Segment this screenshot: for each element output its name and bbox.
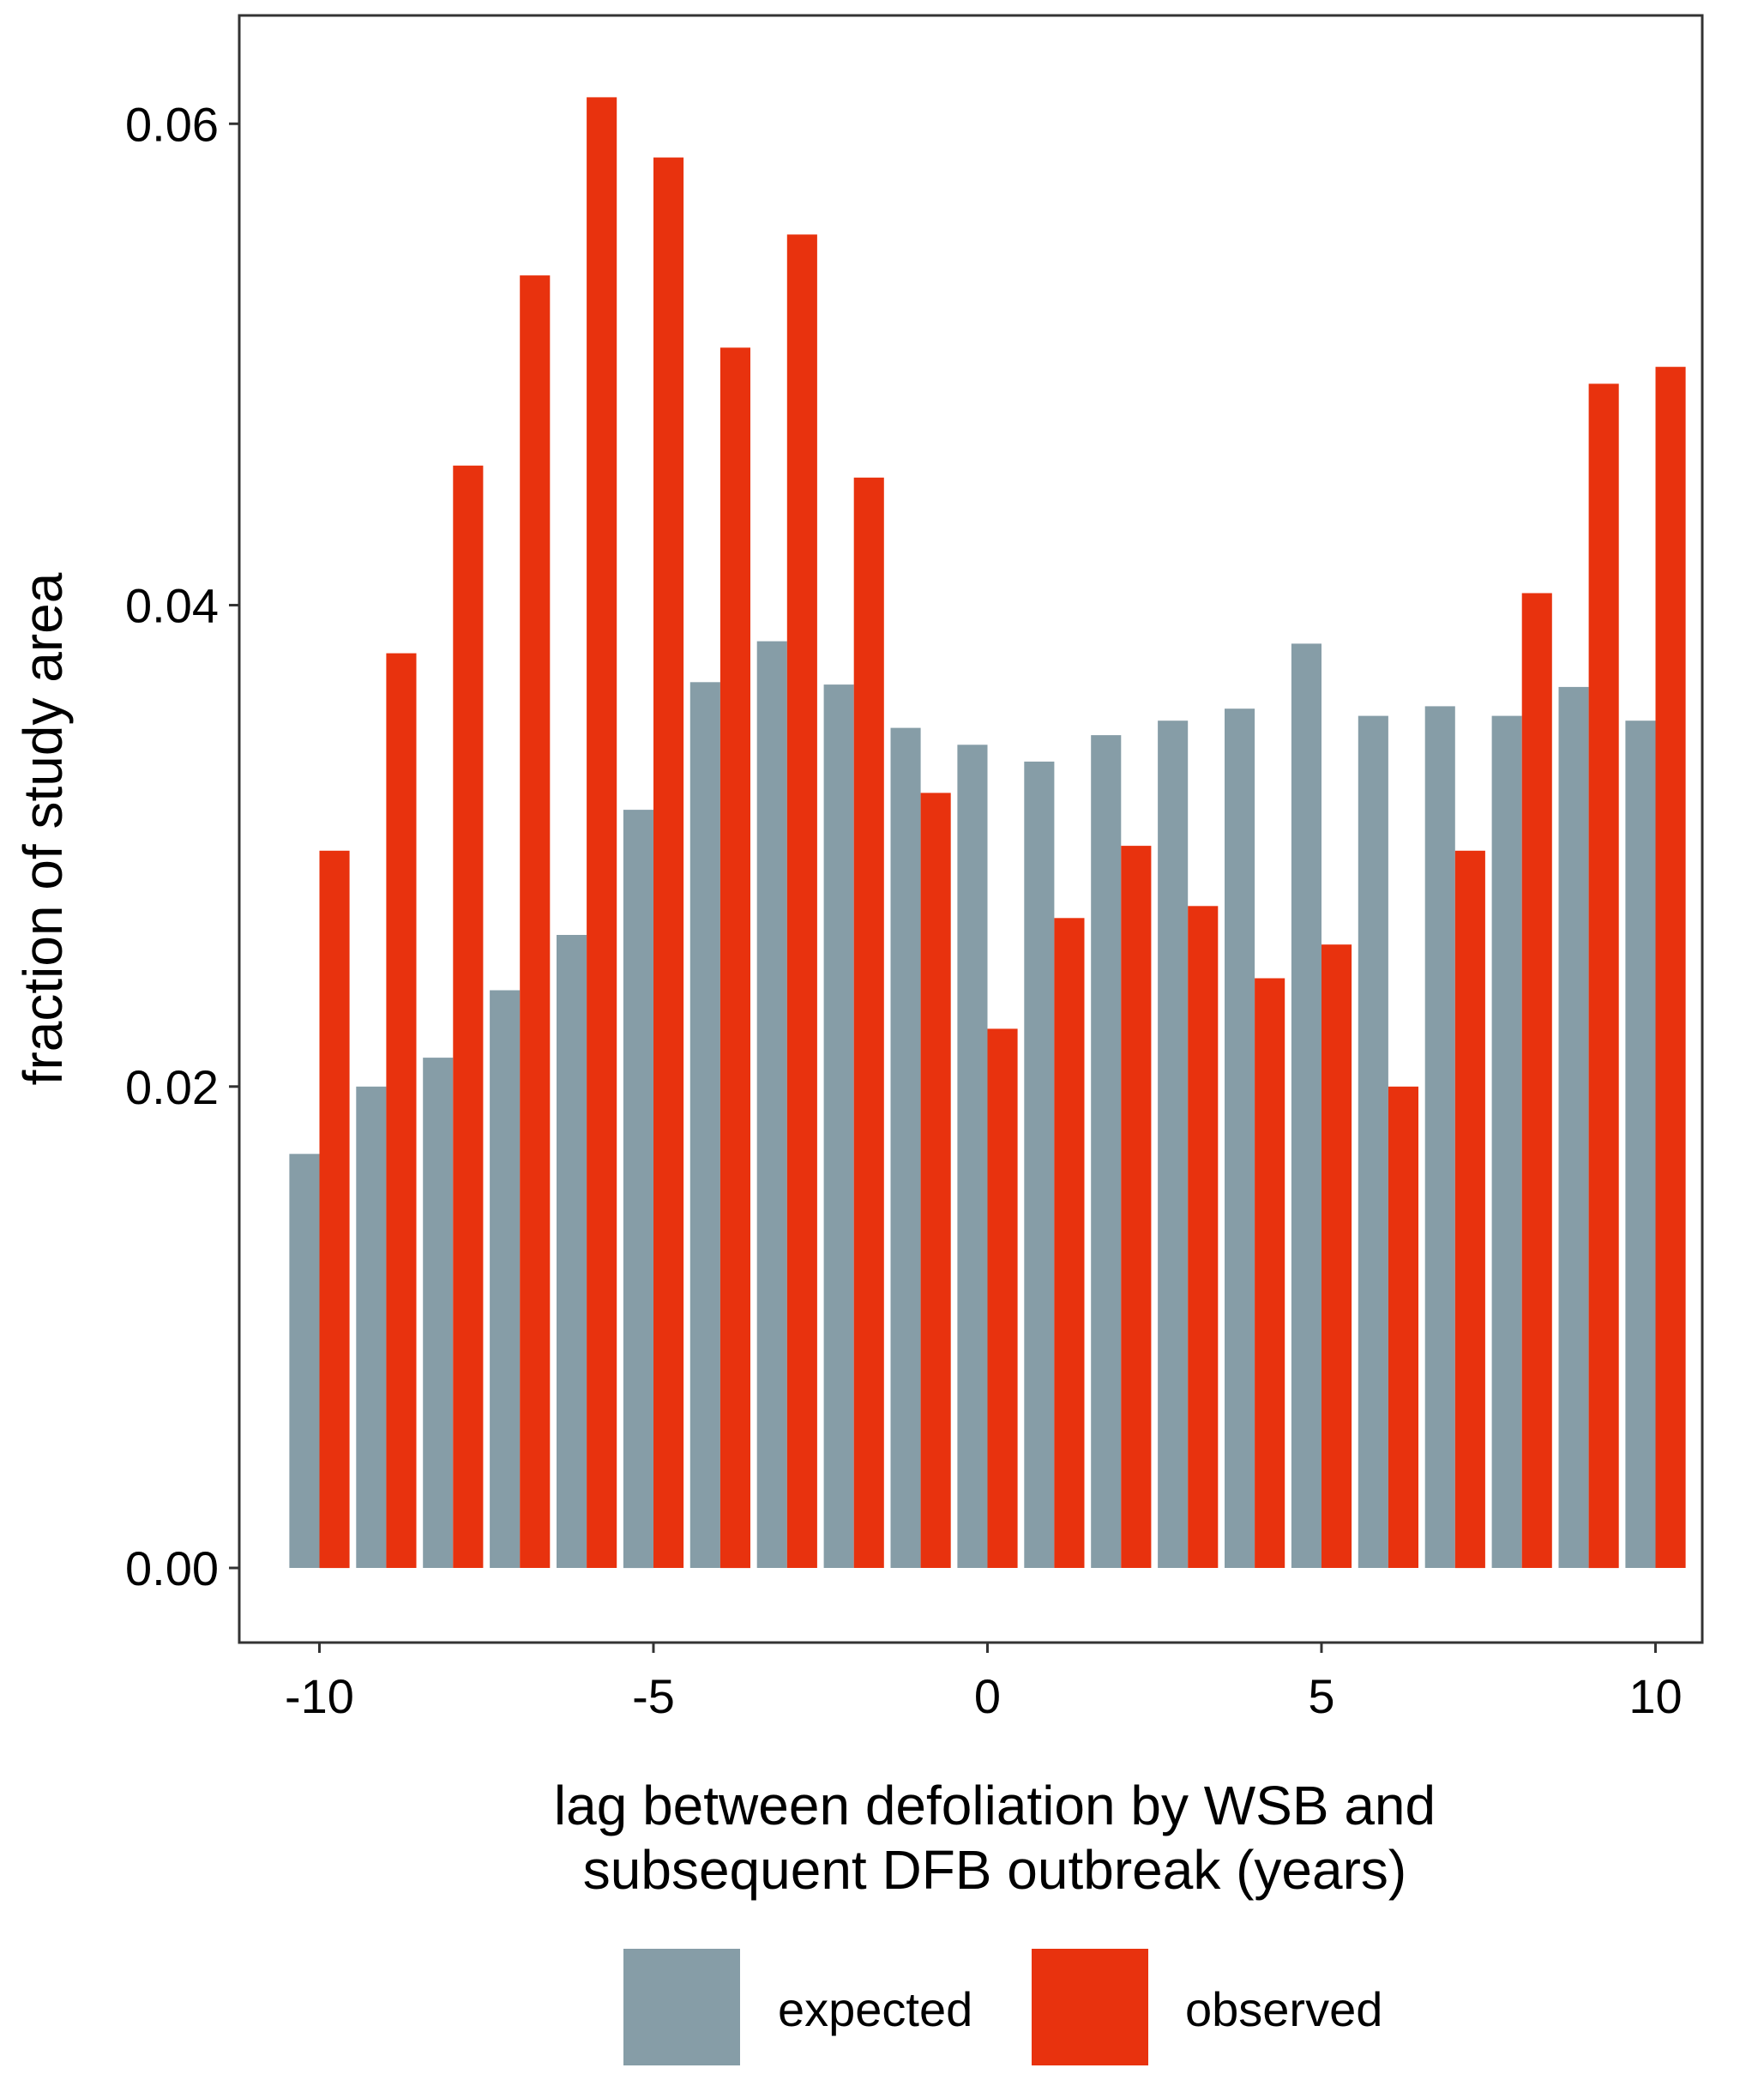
bar-observed-lag-8 — [1521, 593, 1552, 1568]
bar-observed-lag--10 — [319, 850, 350, 1569]
bar-expected-lag--7 — [490, 990, 521, 1568]
bar-expected-lag--1 — [890, 727, 921, 1568]
bar-expected-lag-9 — [1558, 686, 1589, 1568]
bar-expected-lag-8 — [1491, 715, 1522, 1568]
legend-key-observed — [1032, 1949, 1148, 2065]
x-tick-label: 0 — [974, 1669, 1001, 1723]
bar-expected-lag-1 — [1024, 761, 1055, 1568]
x-tick-label: -10 — [285, 1669, 354, 1723]
x-axis: -10 -5 0 5 10 — [285, 1643, 1683, 1723]
legend-label-expected: expected — [778, 1982, 972, 2036]
bar-expected-lag--10 — [289, 1154, 320, 1568]
bar-observed-lag-10 — [1655, 366, 1686, 1569]
bar-observed-lag-5 — [1321, 944, 1352, 1568]
bar-expected-lag-7 — [1424, 706, 1455, 1568]
x-tick-label: 10 — [1629, 1669, 1682, 1723]
bar-expected-lag-5 — [1291, 643, 1321, 1568]
y-tick-label: 0.02 — [125, 1060, 219, 1114]
bar-observed-lag--6 — [587, 97, 617, 1568]
bar-observed-lag-4 — [1255, 978, 1285, 1568]
legend-key-expected — [623, 1949, 740, 2065]
bar-expected-lag--8 — [423, 1058, 454, 1568]
bar-observed-lag-7 — [1454, 850, 1485, 1569]
legend-label-observed: observed — [1185, 1982, 1382, 2036]
bar-observed-lag-0 — [987, 1028, 1018, 1568]
bar-expected-lag-4 — [1225, 708, 1255, 1568]
bar-expected-lag-2 — [1091, 735, 1122, 1568]
bar-observed-lag--5 — [653, 157, 684, 1569]
bar-expected-lag--5 — [623, 810, 653, 1569]
bar-observed-lag--1 — [920, 793, 951, 1568]
bar-observed-lag--3 — [786, 234, 817, 1568]
bar-observed-lag-6 — [1388, 1086, 1418, 1568]
bars — [289, 97, 1686, 1569]
y-tick-label: 0.06 — [125, 97, 219, 151]
bar-observed-lag-1 — [1054, 918, 1085, 1568]
x-tick-label: -5 — [632, 1669, 675, 1723]
bar-expected-lag-6 — [1358, 715, 1388, 1568]
y-axis-title: fraction of study area — [12, 572, 74, 1085]
bar-observed-lag--8 — [453, 465, 484, 1568]
bar-observed-lag-9 — [1588, 383, 1619, 1569]
bar-observed-lag-2 — [1121, 846, 1152, 1568]
bar-observed-lag-3 — [1188, 906, 1219, 1568]
y-tick-label: 0.04 — [125, 579, 219, 633]
bar-expected-lag--4 — [689, 682, 720, 1568]
bar-expected-lag-3 — [1158, 720, 1189, 1568]
bar-expected-lag--6 — [557, 935, 587, 1568]
legend: expected observed — [623, 1949, 1382, 2065]
bar-observed-lag--4 — [719, 347, 750, 1569]
bar-observed-lag--9 — [386, 653, 417, 1568]
bar-expected-lag--2 — [823, 684, 854, 1568]
x-axis-title-line-1: lag between defoliation by WSB and — [554, 1775, 1436, 1836]
y-axis: 0.00 0.02 0.04 0.06 — [125, 97, 239, 1595]
bar-expected-lag-0 — [957, 745, 988, 1568]
y-tick-label: 0.00 — [125, 1541, 219, 1595]
bar-expected-lag-10 — [1625, 720, 1656, 1568]
x-axis-title-line-2: subsequent DFB outbreak (years) — [583, 1839, 1406, 1901]
bar-observed-lag--7 — [520, 275, 551, 1569]
plot-panel-border — [238, 14, 1704, 1644]
bar-observed-lag--2 — [853, 477, 884, 1568]
bar-expected-lag--3 — [756, 641, 787, 1568]
x-tick-label: 5 — [1308, 1669, 1334, 1723]
bar-expected-lag--9 — [356, 1086, 387, 1568]
